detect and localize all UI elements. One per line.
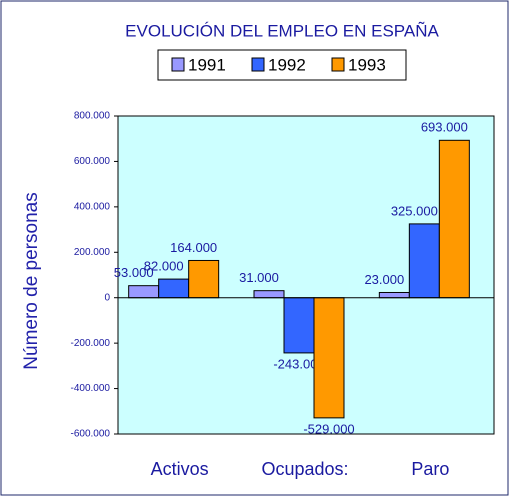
legend-label: 1993 xyxy=(348,55,386,74)
bar xyxy=(438,139,470,299)
y-axis-label: Número de personas xyxy=(21,192,42,369)
bar xyxy=(158,278,190,299)
data-label: 31.000 xyxy=(239,270,279,285)
bar xyxy=(253,290,285,299)
bar xyxy=(408,223,440,299)
bar xyxy=(128,285,160,299)
x-tick-label: Paro xyxy=(411,459,449,479)
data-label: 53.000 xyxy=(114,265,154,280)
data-label: 82.000 xyxy=(144,259,184,274)
y-tick-label: -400.000 xyxy=(71,383,111,394)
legend-label: 1992 xyxy=(268,55,306,74)
legend-box xyxy=(157,49,407,81)
y-tick-label: 800.000 xyxy=(74,111,111,122)
y-tick-label: 200.000 xyxy=(74,247,111,258)
y-tick-label: 400.000 xyxy=(74,201,111,212)
bar xyxy=(313,297,345,419)
y-tick-label: -200.000 xyxy=(71,338,111,349)
legend-swatch xyxy=(171,57,185,72)
data-label: 693.000 xyxy=(421,120,468,135)
y-tick-label: 600.000 xyxy=(74,156,111,167)
data-label: 325.000 xyxy=(391,203,438,218)
data-label: 23.000 xyxy=(364,272,404,287)
x-tick-label: Ocupados: xyxy=(261,459,348,479)
y-tick-label: 0 xyxy=(104,292,110,303)
legend-swatch xyxy=(251,57,265,72)
data-label: -243.000 xyxy=(273,356,324,371)
legend-swatch xyxy=(331,57,345,72)
bar xyxy=(378,291,410,299)
data-label: -529.000 xyxy=(303,421,354,436)
x-tick-label: Activos xyxy=(151,459,209,479)
y-tick-label: -600.000 xyxy=(71,429,111,440)
data-label: 164.000 xyxy=(170,240,217,255)
chart-title: EVOLUCIÓN DEL EMPLEO EN ESPAÑA xyxy=(125,21,439,40)
bar xyxy=(283,297,315,354)
bar xyxy=(188,259,220,299)
legend-label: 1991 xyxy=(188,55,226,74)
